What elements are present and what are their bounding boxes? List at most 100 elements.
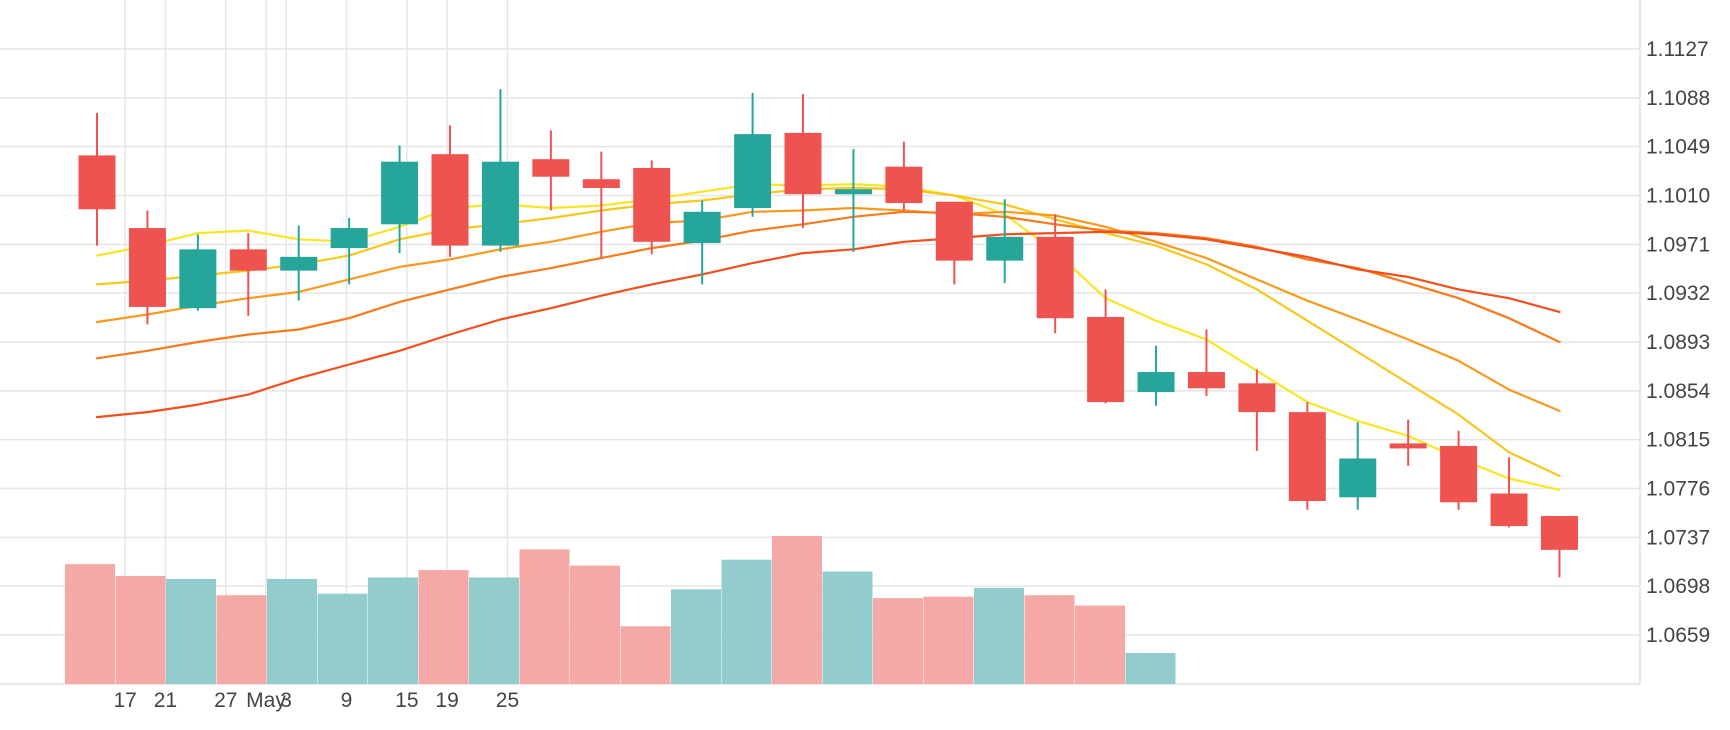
candle [1288, 402, 1326, 510]
candle [1087, 289, 1125, 404]
candle [834, 149, 872, 252]
candle [128, 210, 166, 325]
candle-body [1389, 443, 1427, 449]
y-tick-label: 1.1127 [1646, 38, 1709, 61]
x-tick-label: 3 [280, 689, 292, 712]
candle-body [1440, 445, 1478, 503]
candle-body [280, 256, 318, 271]
candle-body [128, 228, 166, 307]
volume-bar [1075, 605, 1125, 684]
candle-body [1490, 493, 1528, 527]
volume-bar [317, 593, 368, 684]
candle [381, 145, 419, 254]
candle-body [1137, 372, 1175, 393]
candle-body [582, 179, 620, 188]
candle-body [734, 134, 772, 209]
x-tick-label: 9 [341, 689, 353, 712]
volume-bars [65, 536, 1176, 684]
candle [280, 225, 318, 301]
moving-average-line [95, 183, 1561, 491]
candle [532, 130, 570, 211]
moving-average-line [95, 230, 1561, 419]
volume-bar [115, 575, 166, 684]
candle [1036, 214, 1074, 334]
moving-average-line [95, 186, 1561, 478]
volume-bar [65, 564, 115, 684]
volume-bar [923, 596, 974, 684]
volume-bar [873, 598, 923, 684]
candle-body [1087, 316, 1125, 403]
volume-bar [1024, 595, 1075, 684]
volume-bar [570, 565, 620, 684]
candle-body [935, 201, 973, 261]
candle-body [1036, 236, 1074, 319]
candle [1389, 419, 1427, 466]
volume-bar [620, 626, 671, 684]
candle-body [381, 161, 419, 225]
candle [582, 151, 620, 259]
x-tick-label: 15 [395, 689, 418, 712]
candle-body [78, 155, 116, 210]
candle-body [330, 228, 368, 249]
candle-body [229, 249, 267, 271]
candle [1440, 430, 1478, 510]
y-tick-label: 1.0659 [1646, 624, 1710, 647]
candle [179, 234, 217, 311]
y-tick-label: 1.0971 [1646, 233, 1710, 256]
volume-bar [216, 595, 267, 684]
candle [784, 94, 822, 229]
candle [935, 201, 973, 285]
candle [1540, 516, 1578, 578]
candle-body [1288, 412, 1326, 502]
candle-body [986, 236, 1024, 261]
candle [431, 125, 469, 257]
candle [330, 218, 368, 285]
candle-body [834, 189, 872, 195]
y-tick-label: 1.0815 [1646, 429, 1710, 452]
candle-body [633, 167, 671, 242]
moving-average-lines [95, 183, 1561, 491]
y-tick-label: 1.0698 [1646, 575, 1710, 598]
candle [1238, 369, 1276, 451]
x-tick-label: 21 [154, 689, 177, 712]
volume-bar [368, 577, 418, 684]
y-tick-label: 1.0776 [1646, 478, 1710, 501]
candle-body [784, 132, 822, 195]
x-tick-label: 17 [114, 689, 137, 712]
candle-body [885, 166, 923, 204]
y-tick-label: 1.0932 [1646, 282, 1710, 305]
y-tick-label: 1.0893 [1646, 331, 1710, 354]
candle [734, 92, 772, 217]
candle-body [532, 159, 570, 177]
volume-bar [974, 587, 1024, 684]
volume-bar [721, 559, 772, 684]
x-tick-label: May [246, 689, 286, 712]
candle [1339, 422, 1377, 510]
y-tick-label: 1.1010 [1646, 185, 1710, 208]
candle-body [683, 211, 721, 244]
y-tick-label: 1.1088 [1646, 87, 1710, 110]
volume-bar [519, 549, 570, 684]
volume-bar [469, 577, 519, 684]
candle [986, 199, 1024, 284]
candle [78, 112, 116, 246]
y-tick-label: 1.0737 [1646, 526, 1710, 549]
x-tick-label: 25 [496, 689, 519, 712]
candle [1137, 345, 1175, 406]
moving-average-line [95, 210, 1561, 360]
volume-bar [1125, 652, 1176, 684]
volume-bar [772, 536, 822, 684]
moving-average-line [95, 206, 1561, 412]
y-tick-label: 1.0854 [1646, 380, 1711, 403]
volume-bar [418, 570, 469, 684]
y-tick-label: 1.1049 [1646, 136, 1710, 159]
candle-body [1238, 383, 1276, 413]
candle-body [481, 161, 519, 246]
candle-body [1339, 458, 1377, 498]
y-axis: 1.1127 1.1088 1.1049 1.1010 1.0971 1.0932 1.08… [1646, 38, 1711, 647]
x-tick-label: 27 [214, 689, 237, 712]
candle-body [179, 249, 217, 309]
candle [1490, 457, 1528, 528]
